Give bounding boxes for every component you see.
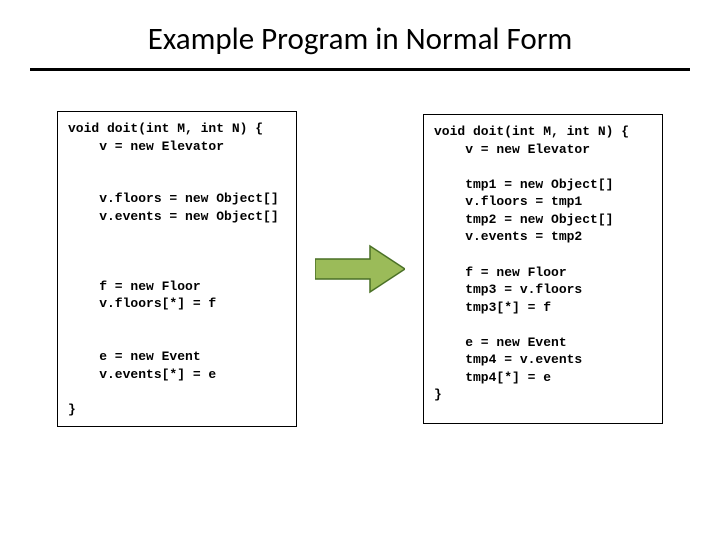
arrow-icon xyxy=(315,244,405,294)
transform-arrow xyxy=(315,244,405,294)
right-code-box: void doit(int M, int N) { v = new Elevat… xyxy=(423,114,663,424)
title-underline xyxy=(30,68,690,71)
left-code-box: void doit(int M, int N) { v = new Elevat… xyxy=(57,111,297,427)
slide-title: Example Program in Normal Form xyxy=(0,0,720,68)
content-row: void doit(int M, int N) { v = new Elevat… xyxy=(0,111,720,427)
